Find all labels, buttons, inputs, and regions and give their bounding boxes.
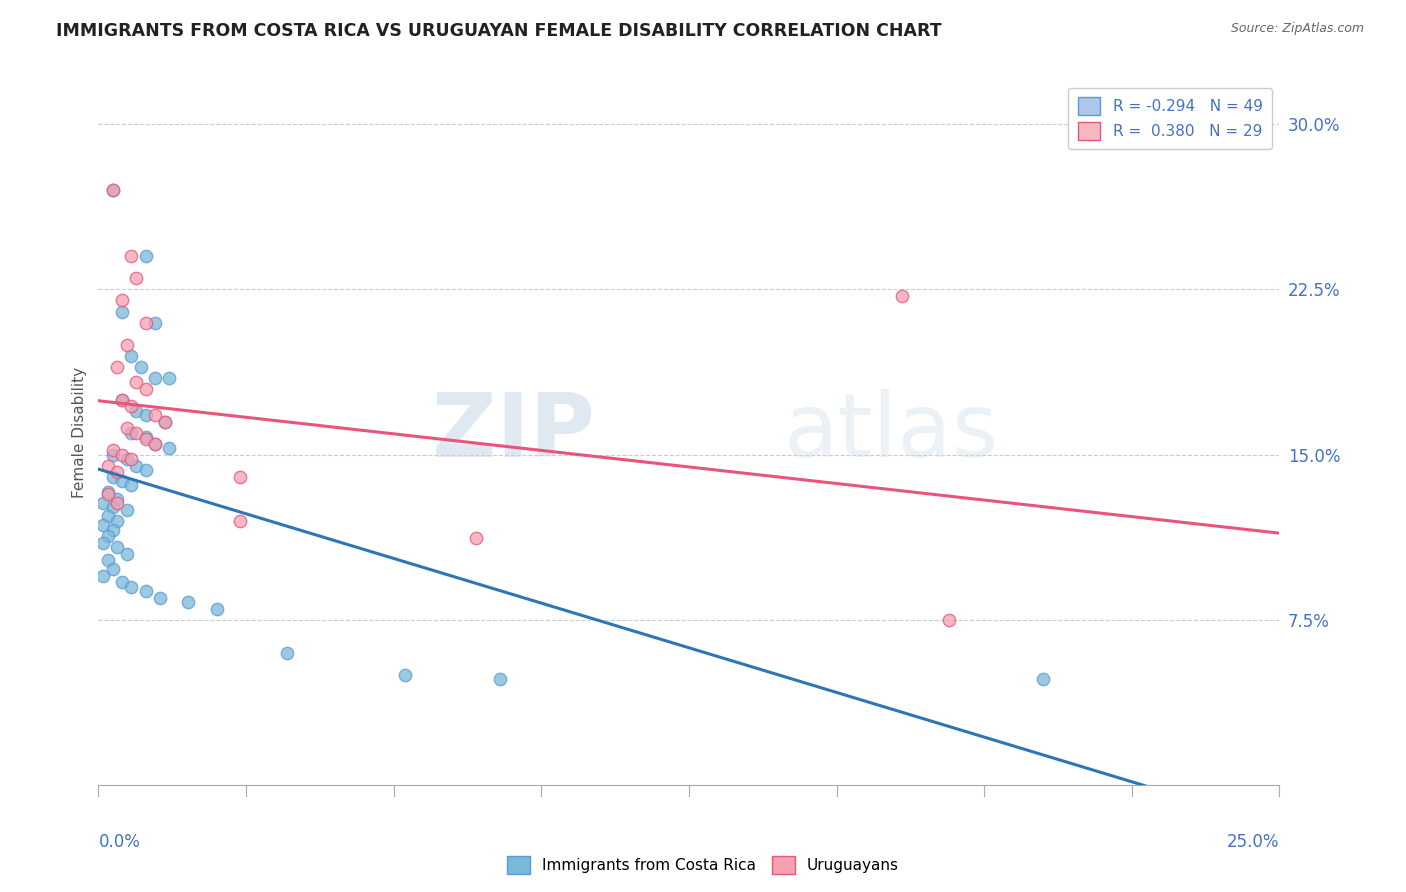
Point bbox=[153, 415, 176, 429]
Point bbox=[229, 514, 252, 528]
Point bbox=[111, 448, 134, 462]
Point bbox=[105, 514, 128, 528]
Point bbox=[125, 375, 148, 389]
Point bbox=[97, 553, 120, 567]
Point bbox=[149, 591, 172, 605]
Point bbox=[105, 465, 128, 479]
Point bbox=[205, 601, 228, 615]
Text: ZIP: ZIP bbox=[432, 389, 595, 476]
Legend: R = -0.294   N = 49, R =  0.380   N = 29: R = -0.294 N = 49, R = 0.380 N = 29 bbox=[1069, 88, 1272, 149]
Point bbox=[229, 469, 252, 483]
Point bbox=[938, 613, 960, 627]
Point bbox=[143, 316, 166, 330]
Point bbox=[153, 415, 176, 429]
Point bbox=[125, 458, 148, 473]
Text: IMMIGRANTS FROM COSTA RICA VS URUGUAYAN FEMALE DISABILITY CORRELATION CHART: IMMIGRANTS FROM COSTA RICA VS URUGUAYAN … bbox=[56, 22, 942, 40]
Point bbox=[115, 421, 138, 435]
Point bbox=[111, 392, 134, 407]
Point bbox=[121, 399, 143, 413]
Point bbox=[105, 491, 128, 506]
Point bbox=[91, 568, 114, 582]
Point bbox=[111, 575, 134, 590]
Point bbox=[111, 304, 134, 318]
Point bbox=[101, 523, 124, 537]
Point bbox=[121, 580, 143, 594]
Point bbox=[125, 403, 148, 417]
Point bbox=[101, 469, 124, 483]
Point bbox=[97, 485, 120, 500]
Point bbox=[91, 496, 114, 510]
Point bbox=[177, 595, 200, 609]
Point bbox=[121, 425, 143, 440]
Point bbox=[111, 474, 134, 488]
Point bbox=[121, 452, 143, 467]
Point bbox=[890, 289, 912, 303]
Point bbox=[135, 316, 157, 330]
Point bbox=[105, 540, 128, 554]
Text: atlas: atlas bbox=[783, 389, 998, 476]
Point bbox=[129, 359, 152, 374]
Point bbox=[135, 408, 157, 422]
Point bbox=[101, 448, 124, 462]
Text: 0.0%: 0.0% bbox=[98, 833, 141, 851]
Point bbox=[135, 584, 157, 599]
Point bbox=[115, 547, 138, 561]
Point bbox=[125, 425, 148, 440]
Text: 25.0%: 25.0% bbox=[1227, 833, 1279, 851]
Point bbox=[1032, 673, 1054, 687]
Point bbox=[143, 436, 166, 450]
Point bbox=[97, 487, 120, 501]
Point bbox=[111, 293, 134, 308]
Point bbox=[101, 562, 124, 576]
Point bbox=[97, 509, 120, 524]
Point bbox=[121, 478, 143, 492]
Point bbox=[143, 408, 166, 422]
Point bbox=[143, 370, 166, 384]
Point bbox=[143, 436, 166, 450]
Point bbox=[125, 271, 148, 285]
Point bbox=[121, 349, 143, 363]
Legend: Immigrants from Costa Rica, Uruguayans: Immigrants from Costa Rica, Uruguayans bbox=[501, 850, 905, 880]
Point bbox=[101, 183, 124, 197]
Point bbox=[115, 452, 138, 467]
Point bbox=[105, 359, 128, 374]
Point bbox=[101, 500, 124, 515]
Point bbox=[121, 250, 143, 264]
Point bbox=[97, 458, 120, 473]
Point bbox=[97, 529, 120, 543]
Point bbox=[91, 535, 114, 549]
Point bbox=[91, 518, 114, 533]
Text: Source: ZipAtlas.com: Source: ZipAtlas.com bbox=[1230, 22, 1364, 36]
Point bbox=[101, 443, 124, 458]
Y-axis label: Female Disability: Female Disability bbox=[72, 367, 87, 499]
Point bbox=[394, 668, 416, 682]
Point bbox=[465, 532, 488, 546]
Point bbox=[489, 673, 512, 687]
Point bbox=[135, 250, 157, 264]
Point bbox=[157, 370, 180, 384]
Point bbox=[135, 432, 157, 446]
Point bbox=[105, 496, 128, 510]
Point bbox=[111, 392, 134, 407]
Point bbox=[157, 441, 180, 455]
Point bbox=[115, 502, 138, 516]
Point bbox=[135, 463, 157, 477]
Point bbox=[135, 382, 157, 396]
Point bbox=[135, 430, 157, 444]
Point bbox=[276, 646, 298, 660]
Point bbox=[115, 337, 138, 351]
Point bbox=[101, 183, 124, 197]
